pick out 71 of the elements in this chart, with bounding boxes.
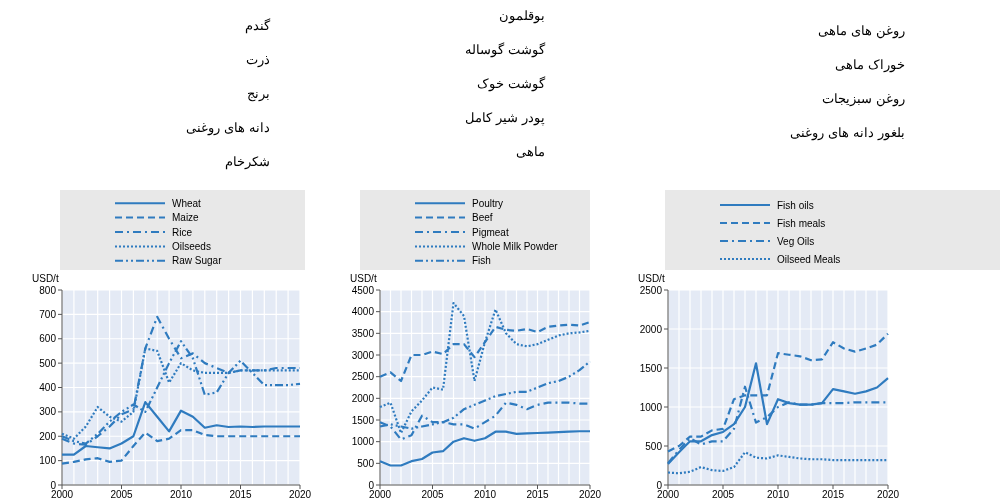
text: روغن سبزیجات (821, 91, 905, 107)
y-tick-label: 400 (39, 382, 57, 393)
y-tick-label: 1500 (639, 362, 663, 374)
y-tick-label: 300 (39, 406, 57, 418)
legend-label: Whole Milk Powder (472, 240, 559, 252)
text: گندم (245, 18, 271, 34)
x-tick-label: 2000 (50, 489, 74, 500)
y-tick-label: 800 (39, 284, 57, 296)
y-tick-label: 4000 (351, 306, 375, 318)
x-tick-label: 2015 (229, 489, 253, 500)
x-tick-label: 2015 (526, 489, 550, 500)
x-tick-label: 2000 (368, 489, 392, 500)
x-tick-label: 2010 (766, 489, 790, 500)
y-tick-label: 2000 (351, 392, 375, 404)
y-tick-label: 100 (39, 455, 57, 467)
text: روغن های ماهی (817, 23, 905, 39)
x-tick-label: 2005 (711, 489, 735, 500)
y-axis-title: USD/t (350, 273, 377, 284)
legend-label: Raw Sugar (172, 255, 223, 267)
y-tick-label: 200 (39, 430, 57, 442)
x-tick-label: 2020 (578, 489, 602, 500)
text: پودر شیر کامل (464, 110, 545, 126)
y-tick-label: 500 (39, 357, 57, 369)
x-tick-label: 2005 (110, 489, 134, 500)
y-tick-label: 0 (50, 479, 57, 491)
text: ماهی (516, 144, 545, 159)
y-tick-label: 500 (357, 457, 375, 469)
text: برنج (247, 86, 270, 102)
x-tick-label: 2005 (421, 489, 445, 500)
y-tick-label: 1000 (639, 401, 663, 413)
text: بلغور دانه های روغنی (789, 125, 905, 141)
text: خوراک ماهی (834, 57, 905, 73)
y-axis-title: USD/t (32, 273, 59, 284)
x-tick-label: 2020 (876, 489, 900, 500)
x-tick-label: 2000 (656, 489, 680, 500)
text: بوقلمون (499, 8, 545, 24)
legend-label: Poultry (472, 197, 504, 209)
legend-label: Pigmeat (472, 226, 509, 238)
text: ذرت (246, 52, 270, 68)
legend-label: Oilseed Meals (777, 253, 841, 265)
y-tick-label: 500 (645, 440, 663, 452)
y-tick-label: 3500 (351, 327, 375, 339)
y-tick-label: 0 (656, 479, 663, 491)
legend-label: Fish (472, 255, 491, 267)
legend-label: Oilseeds (172, 240, 211, 252)
legend-label: Fish oils (777, 199, 814, 211)
x-tick-label: 2010 (169, 489, 193, 500)
x-tick-label: 2015 (821, 489, 845, 500)
legend-label: Wheat (172, 197, 202, 209)
y-tick-label: 2000 (639, 323, 663, 335)
y-tick-label: 1000 (351, 436, 375, 448)
legend-label: Maize (172, 212, 200, 224)
text: گوشت خوک (476, 76, 546, 92)
legend-label: Fish meals (777, 217, 826, 229)
y-tick-label: 2500 (351, 371, 375, 383)
y-tick-label: 700 (39, 308, 57, 320)
y-tick-label: 4500 (351, 284, 375, 296)
x-tick-label: 2010 (473, 489, 497, 500)
y-tick-label: 1500 (351, 414, 375, 426)
text: شکرخام (225, 154, 270, 170)
y-tick-label: 600 (39, 333, 57, 345)
text: دانه های روغنی (185, 120, 270, 136)
text: گوشت گوساله (464, 42, 546, 58)
y-tick-label: 2500 (639, 284, 663, 296)
x-tick-label: 2020 (288, 489, 312, 500)
legend-label: Beef (472, 212, 493, 224)
legend-label: Veg Oils (777, 235, 815, 247)
legend-label: Rice (172, 226, 193, 238)
y-tick-label: 3000 (351, 349, 375, 361)
y-tick-label: 0 (368, 479, 375, 491)
y-axis-title: USD/t (638, 273, 665, 284)
